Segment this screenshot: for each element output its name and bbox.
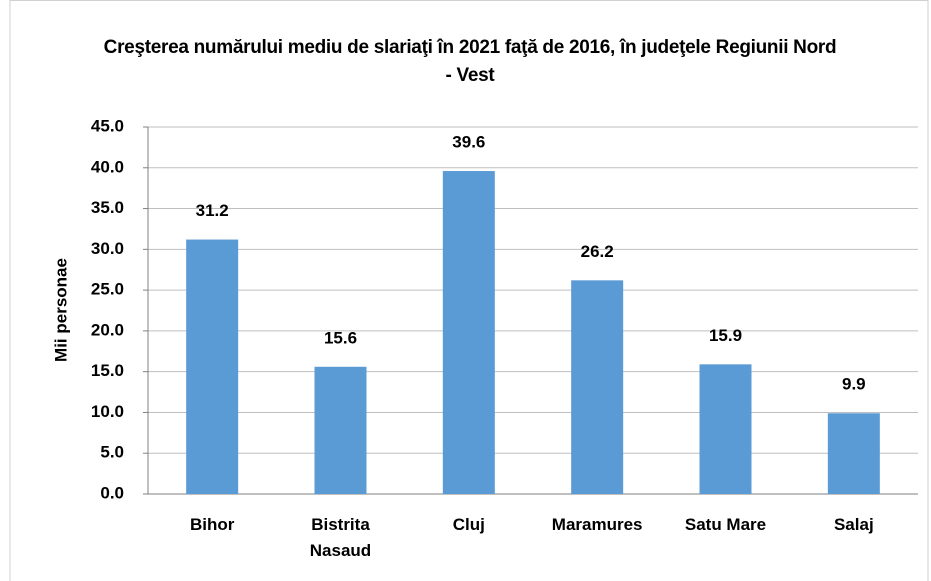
y-tick-label: 0.0 — [100, 483, 124, 502]
x-tick-label: Bihor — [189, 515, 235, 534]
bar — [186, 239, 239, 494]
bar — [442, 171, 495, 495]
chart-title: Creşterea numărului mediu de slariaţi în… — [103, 37, 837, 86]
x-tick-label: Cluj — [452, 515, 485, 534]
value-label: 15.6 — [324, 328, 357, 347]
chart-border — [9, 0, 929, 581]
y-tick-label: 10.0 — [91, 402, 124, 421]
y-tick-label: 25.0 — [91, 280, 124, 299]
y-tick-label: 40.0 — [91, 157, 124, 176]
value-label: 9.9 — [842, 375, 866, 394]
y-tick-label: 5.0 — [100, 443, 124, 462]
value-label: 15.9 — [709, 326, 742, 345]
y-tick-label: 45.0 — [91, 116, 124, 135]
bar — [699, 364, 752, 494]
value-label: 26.2 — [581, 242, 614, 261]
x-tick-label: Maramures — [551, 515, 643, 534]
y-tick-label: 15.0 — [91, 361, 124, 380]
y-tick-label: 20.0 — [91, 320, 124, 339]
bar — [827, 413, 880, 494]
x-tick-label: Satu Mare — [684, 515, 767, 534]
x-tick-label: Bistrita Nasaud — [309, 515, 372, 560]
y-axis-label: Mii personae — [51, 258, 70, 362]
y-tick-label: 35.0 — [91, 198, 124, 217]
bar — [571, 280, 624, 494]
value-label: 39.6 — [452, 133, 485, 152]
bar — [314, 366, 367, 494]
x-tick-label: Salaj — [833, 515, 874, 534]
value-label: 31.2 — [196, 201, 229, 220]
y-tick-label: 30.0 — [91, 239, 124, 258]
